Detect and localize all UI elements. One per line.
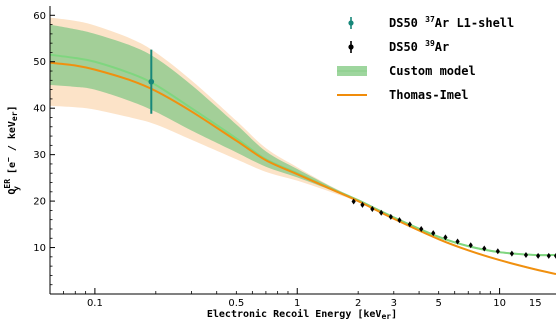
x-tick-label-0.5: 0.5 [228,298,244,309]
axes: 10 20 30 40 50 60 0.1 0.5 1 2 3 5 10 15 [33,6,556,309]
legend-label-2: Custom model [389,64,476,78]
y-axis-label: QERy [e− / keVer] [3,105,21,194]
x-tick-label-1: 1 [294,298,300,309]
y-tick-label-10: 10 [33,243,46,254]
legend-marker-point-0 [348,20,354,26]
thomas-imel-line [50,61,556,276]
y-tick-label-40: 40 [33,104,46,115]
custom-model-band [50,24,556,257]
ar39-point-17 [546,252,551,259]
ar39-point-14 [509,250,514,257]
x-tick-label-15: 15 [529,298,542,309]
y-tick-label-20: 20 [33,197,46,208]
ar39-point-3 [379,209,384,216]
y-tick-label-60: 60 [33,11,46,22]
legend: DS50 37Ar L1-shell DS50 39Ar Custom model T… [337,15,514,102]
model-lines [50,53,556,276]
legend-marker-point-1 [348,44,354,50]
ar37-point-0 [148,78,155,85]
x-tick-label-5: 5 [435,298,441,309]
ar39-point-5 [397,217,402,224]
ar39-point-13 [495,248,500,255]
ar39-point-6 [407,221,412,228]
ar39-point-0 [351,198,356,205]
ar39-point-2 [370,205,375,212]
ar39-point-18 [553,252,556,259]
ar39-point-11 [468,242,473,249]
ar39-point-1 [360,201,365,208]
ar39-point-16 [536,252,541,259]
legend-label-0: DS50 37Ar L1-shell [389,15,514,30]
x-tick-label-10: 10 [493,298,506,309]
ar39-point-8 [431,230,436,237]
data-points [148,49,556,259]
ar39-point-4 [388,213,393,220]
x-tick-label-2: 2 [355,298,361,309]
x-axis-label: Electronic Recoil Energy [keVer] [207,308,397,321]
legend-label-3: Thomas-Imel [389,88,468,102]
legend-label-1: DS50 39Ar [389,39,449,54]
ar39-point-15 [523,251,529,258]
y-tick-label-30: 30 [33,150,46,161]
x-tick-label-3: 3 [391,298,397,309]
uncertainty-bands [50,17,556,275]
ar39-point-9 [443,234,448,241]
ar39-point-10 [455,238,460,245]
y-tick-label-50: 50 [33,57,46,68]
ar39-point-7 [419,225,424,232]
ar39-point-12 [482,245,487,252]
x-tick-label-0.1: 0.1 [87,298,103,309]
